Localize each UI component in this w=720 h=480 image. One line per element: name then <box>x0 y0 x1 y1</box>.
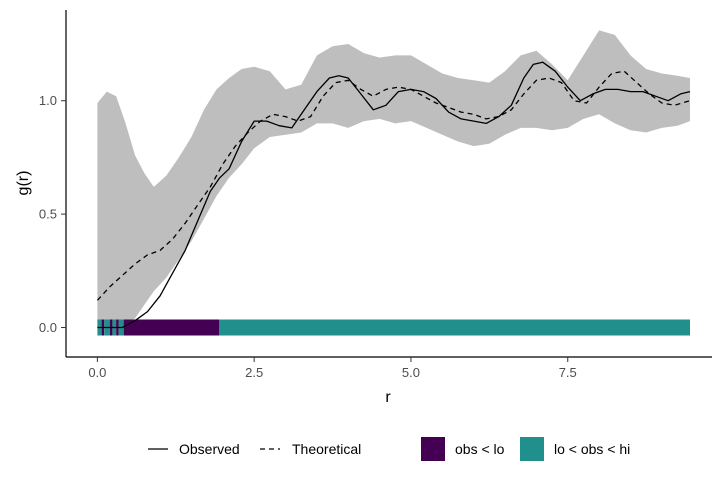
y-tick-label: 0.0 <box>39 320 57 335</box>
plot-area <box>96 30 691 336</box>
legend-observed-label: Observed <box>179 441 240 457</box>
axes: 0.0 2.5 5.0 7.5 0.0 0.5 1.0 <box>39 93 577 380</box>
envelope-band <box>97 30 690 328</box>
x-axis-title: r <box>385 389 391 406</box>
legend-obs-lt-lo-swatch <box>421 437 445 461</box>
legend-lo-obs-hi-swatch <box>520 437 544 461</box>
observed-line <box>97 61 691 329</box>
y-tick-label: 0.5 <box>39 207 57 222</box>
x-tick-label: 7.5 <box>559 365 577 380</box>
legend-obs-lt-lo-label: obs < lo <box>455 441 505 457</box>
x-tick-label: 2.5 <box>245 365 263 380</box>
legend-lo-obs-hi-label: lo < obs < hi <box>554 441 630 457</box>
indicator-segment-8 <box>219 319 690 336</box>
x-tick-label: 0.0 <box>88 365 106 380</box>
legend: Observed Theoretical obs < lo lo < obs <… <box>148 437 630 461</box>
y-tick-label: 1.0 <box>39 93 57 108</box>
indicator-segment-7 <box>123 319 219 336</box>
legend-theoretical-label: Theoretical <box>292 441 361 457</box>
y-axis-title: g(r) <box>15 171 32 196</box>
theoretical-line <box>96 70 691 301</box>
x-tick-label: 5.0 <box>402 365 420 380</box>
